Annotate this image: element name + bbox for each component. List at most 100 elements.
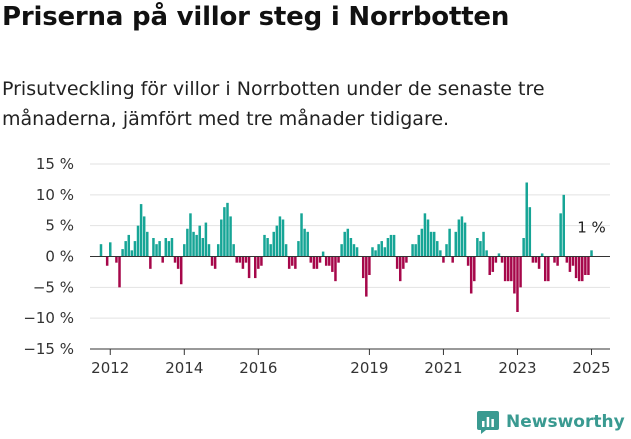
- bar-chart: 15 %10 %5 %0 %−5 %−10 %−15 % 2012 2014 201…: [23, 155, 611, 377]
- bar: [494, 256, 498, 263]
- bar: [294, 256, 297, 269]
- bar: [210, 256, 214, 266]
- x-tick-label: 2023: [498, 359, 536, 377]
- bar: [482, 231, 485, 257]
- bar: [522, 238, 525, 257]
- x-axis: 2012 2014 2016 2019 2021 2023 2025: [91, 349, 611, 377]
- bar: [417, 234, 421, 257]
- bar: [152, 238, 155, 257]
- bar: [235, 256, 238, 263]
- bars: [99, 182, 593, 312]
- bar: [328, 256, 331, 266]
- bar: [402, 256, 405, 269]
- bar: [445, 244, 448, 257]
- bar: [241, 256, 245, 269]
- bar: [223, 207, 226, 257]
- bar: [361, 256, 365, 279]
- bar: [155, 244, 158, 257]
- bar: [537, 256, 541, 269]
- bar: [167, 241, 171, 257]
- bar: [528, 207, 532, 257]
- bar: [371, 247, 374, 257]
- bar: [204, 222, 208, 257]
- x-tick-label: 2021: [424, 359, 462, 377]
- bar: [260, 256, 263, 266]
- bar: [186, 228, 189, 257]
- brand-name: Newsworthy: [506, 412, 625, 432]
- bar: [266, 238, 269, 257]
- y-tick-label: 5 %: [45, 217, 74, 235]
- bar: [216, 244, 220, 257]
- bar: [269, 244, 272, 257]
- bar: [352, 244, 356, 257]
- bar: [577, 256, 581, 282]
- bar: [432, 231, 436, 257]
- brand-logo[interactable]: Newsworthy: [476, 408, 625, 436]
- bar: [192, 231, 195, 257]
- bar: [146, 231, 149, 257]
- bar: [303, 228, 306, 257]
- y-tick-label: 15 %: [36, 155, 74, 173]
- bar: [291, 256, 294, 266]
- bar: [232, 244, 235, 257]
- bar: [485, 250, 488, 257]
- bar: [176, 256, 180, 269]
- bar: [525, 182, 528, 257]
- bar: [349, 238, 353, 257]
- x-tick-label: 2016: [239, 359, 277, 377]
- bar: [405, 256, 408, 263]
- bar: [547, 256, 550, 282]
- bar: [284, 244, 288, 257]
- bar: [257, 256, 260, 269]
- bar: [189, 213, 192, 257]
- bar: [436, 241, 439, 257]
- bar: [581, 256, 584, 282]
- bar: [386, 238, 390, 257]
- bar: [275, 225, 279, 257]
- bar: [562, 194, 565, 257]
- bar: [448, 228, 451, 257]
- bar: [491, 256, 495, 272]
- bar: [198, 225, 201, 257]
- bar: [158, 241, 161, 257]
- bar: [457, 219, 461, 257]
- bar: [124, 241, 127, 257]
- bar: [411, 244, 414, 257]
- bar: [300, 213, 303, 257]
- bar: [383, 247, 387, 257]
- bar: [429, 231, 433, 257]
- bar: [207, 244, 211, 257]
- bar: [318, 256, 322, 263]
- bar: [343, 231, 346, 257]
- x-tick-label: 2025: [572, 359, 610, 377]
- bar: [516, 256, 519, 312]
- bar: [380, 241, 383, 257]
- bar: [130, 250, 134, 257]
- y-tick-label: 10 %: [36, 186, 74, 204]
- bar: [115, 256, 118, 263]
- bar: [201, 238, 205, 257]
- bar: [423, 213, 427, 257]
- bar: [420, 228, 424, 257]
- bar: [173, 256, 177, 263]
- bar: [133, 241, 137, 257]
- bar: [139, 204, 143, 257]
- bar: [553, 256, 556, 263]
- bar: [574, 256, 578, 279]
- bar: [118, 256, 121, 288]
- bar: [297, 241, 300, 257]
- bar: [99, 244, 103, 257]
- bar: [534, 256, 538, 263]
- bar: [340, 244, 343, 257]
- bar: [142, 216, 146, 257]
- bar: [238, 256, 242, 263]
- bar: [476, 238, 479, 257]
- bar: [105, 256, 109, 266]
- bar: [439, 250, 442, 257]
- bar: [183, 244, 186, 257]
- bar: [503, 256, 507, 282]
- y-tick-label: −5 %: [33, 278, 74, 296]
- bar: [488, 256, 491, 275]
- bar: [121, 249, 124, 257]
- bar: [309, 256, 313, 263]
